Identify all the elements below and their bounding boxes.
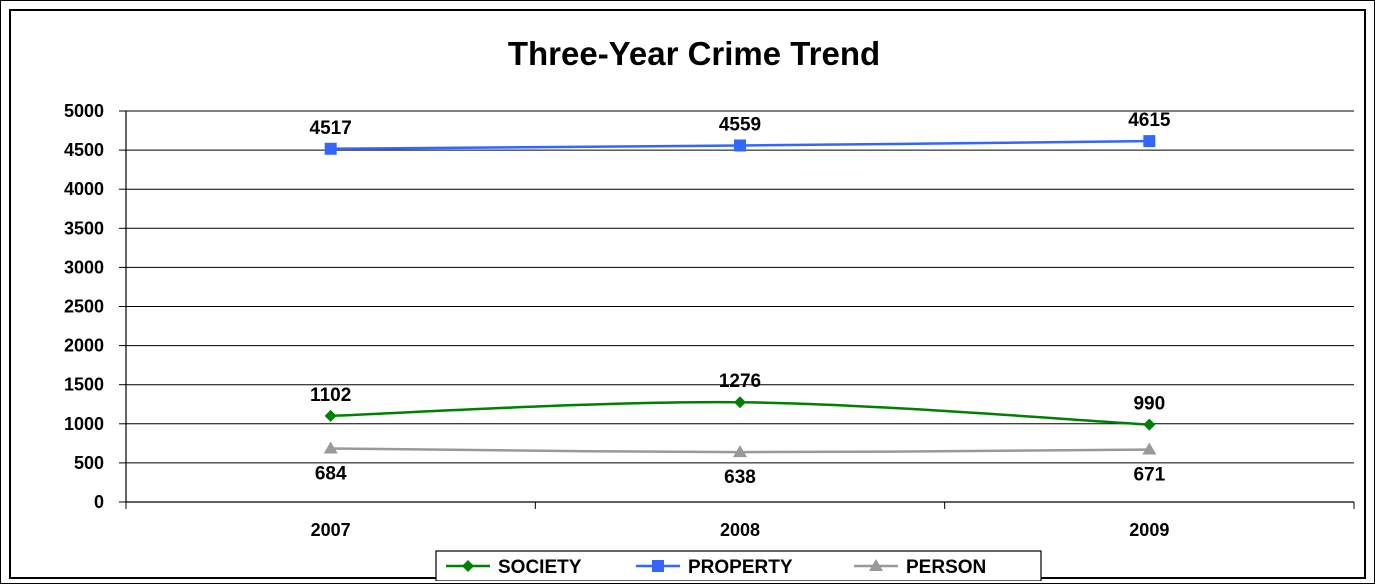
property-data-label: 4559 — [719, 114, 761, 135]
person-marker — [323, 441, 338, 454]
data-labels: 1102 1276 990 4517 4559 4615 684 638 671 — [310, 110, 1171, 488]
legend-person-marker — [869, 559, 883, 571]
person-marker — [733, 445, 747, 458]
y-tick-label: 2000 — [64, 336, 104, 356]
person-data-label: 638 — [724, 467, 756, 488]
y-tick-label: 3000 — [64, 257, 104, 277]
y-tick-label: 1500 — [64, 375, 104, 395]
x-tick-label: 2009 — [1129, 520, 1169, 540]
y-tick-label: 0 — [94, 492, 104, 512]
property-marker — [324, 142, 337, 155]
series-lines — [323, 135, 1157, 458]
society-marker — [1143, 418, 1156, 431]
y-tick-label: 5000 — [64, 101, 104, 121]
property-data-label: 4517 — [310, 118, 352, 139]
person-data-label: 671 — [1133, 465, 1165, 486]
x-tick-label: 2008 — [720, 520, 760, 540]
society-data-label: 1102 — [310, 385, 351, 406]
person-data-label: 684 — [315, 464, 347, 485]
legend: SOCIETY PROPERTY PERSON — [435, 550, 1042, 581]
legend-box — [435, 550, 1042, 581]
property-data-label: 4615 — [1128, 110, 1171, 131]
y-tick-label: 500 — [74, 453, 104, 473]
line-chart: Three-Year Crime Trend 0 500 1000 1500 2000 2… — [64, 35, 1355, 581]
gridlines — [126, 110, 1354, 464]
society-marker — [324, 409, 337, 422]
x-tick-label: 2007 — [311, 520, 351, 540]
legend-property-marker — [652, 560, 664, 572]
y-tick-label: 4000 — [64, 179, 104, 199]
y-tick-label: 3500 — [64, 218, 104, 238]
axes: 0 500 1000 1500 2000 2500 3000 3500 4000 4500 5000… — [64, 101, 1355, 540]
property-marker — [1143, 135, 1156, 148]
society-marker — [734, 396, 746, 409]
property-marker — [734, 139, 746, 152]
y-tick-label: 1000 — [64, 414, 104, 434]
chart-title: Three-Year Crime Trend — [508, 35, 880, 72]
y-tick-label: 2500 — [64, 297, 104, 317]
legend-property-label: PROPERTY — [688, 557, 793, 578]
society-data-label: 1276 — [719, 371, 761, 392]
legend-person-label: PERSON — [906, 557, 986, 578]
y-tick-label: 4500 — [64, 140, 104, 160]
person-marker — [1142, 442, 1157, 455]
society-data-label: 990 — [1133, 394, 1165, 415]
legend-society-label: SOCIETY — [498, 557, 582, 578]
legend-society-marker — [462, 560, 474, 572]
chart-area: Three-Year Crime Trend 0 500 1000 1500 2000 2… — [9, 9, 1366, 581]
